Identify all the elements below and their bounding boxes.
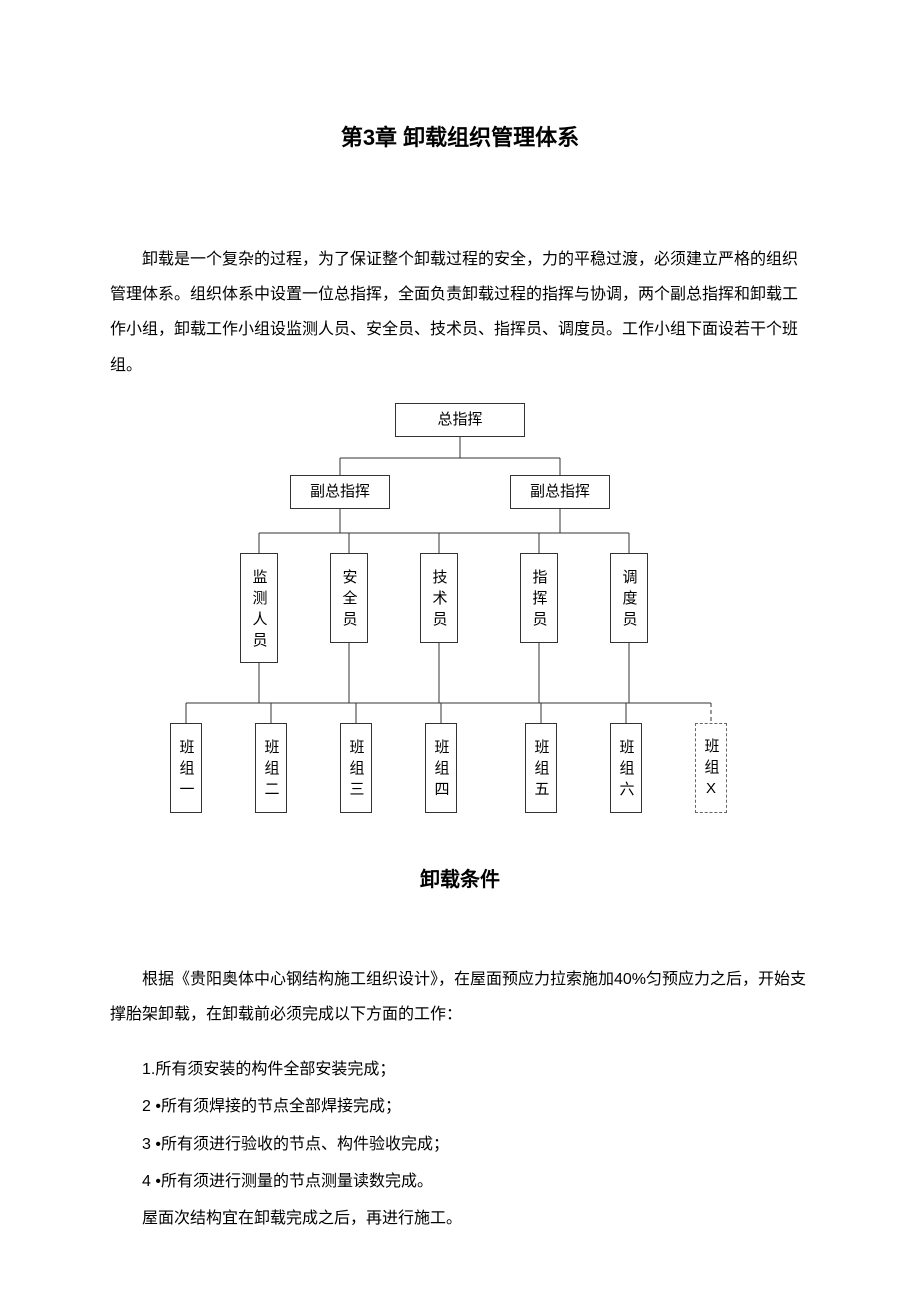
condition-intro: 根据《贵阳奥体中心钢结构施工组织设计》，在屋面预应力拉索施加40%匀预应力之后，…: [110, 962, 810, 1032]
condition-item: 4 •所有须进行测量的节点测量读数完成。: [110, 1164, 810, 1199]
org-node-label: 技术员: [427, 561, 452, 634]
org-node: 班组二: [255, 723, 287, 813]
org-node-label: 班组二: [259, 731, 284, 804]
condition-item: 1.所有须安装的构件全部安装完成；: [110, 1052, 810, 1087]
org-chart: 总指挥副总指挥 副总指挥监测人员 安全员 技术员 指挥员 调度员班组一 班组二 班组三 班组四 班…: [170, 403, 750, 823]
org-node: 班组一: [170, 723, 202, 813]
section-title: 卸载条件: [110, 863, 810, 892]
org-node: 班组X: [695, 723, 727, 813]
org-node-label: 班组X: [699, 730, 724, 805]
org-node-label: 调度员: [617, 561, 642, 634]
org-node: 总指挥: [395, 403, 525, 437]
intro-paragraph: 卸载是一个复杂的过程，为了保证整个卸载过程的安全，力的平稳过渡，必须建立严格的组…: [110, 242, 810, 383]
chapter-title: 第3章 卸载组织管理体系: [110, 120, 810, 152]
org-node-label: 班组一: [174, 731, 199, 804]
org-node-label: 安全员: [337, 561, 362, 634]
condition-item: 3 •所有须进行验收的节点、构件验收完成；: [110, 1127, 810, 1162]
org-node-label: 班组四: [429, 731, 454, 804]
conditions-list: 1.所有须安装的构件全部安装完成；2 •所有须焊接的节点全部焊接完成；3 •所有…: [110, 1052, 810, 1199]
org-node: 班组三: [340, 723, 372, 813]
org-node-label: 班组五: [529, 731, 554, 804]
org-node: 指挥员: [520, 553, 558, 643]
condition-item: 2 •所有须焊接的节点全部焊接完成；: [110, 1089, 810, 1124]
org-node: 监测人员: [240, 553, 278, 663]
org-node: 调度员: [610, 553, 648, 643]
org-node: 副总指挥: [290, 475, 390, 509]
org-node: 班组五: [525, 723, 557, 813]
org-node: 安全员: [330, 553, 368, 643]
org-node-label: 指挥员: [527, 561, 552, 634]
org-node: 副总指挥: [510, 475, 610, 509]
org-node: 班组四: [425, 723, 457, 813]
org-node-label: 班组六: [614, 731, 639, 804]
org-node: 技术员: [420, 553, 458, 643]
org-node-label: 班组三: [344, 731, 369, 804]
conclusion-paragraph: 屋面次结构宜在卸载完成之后，再进行施工。: [110, 1201, 810, 1236]
org-node-label: 监测人员: [247, 561, 272, 655]
org-node: 班组六: [610, 723, 642, 813]
